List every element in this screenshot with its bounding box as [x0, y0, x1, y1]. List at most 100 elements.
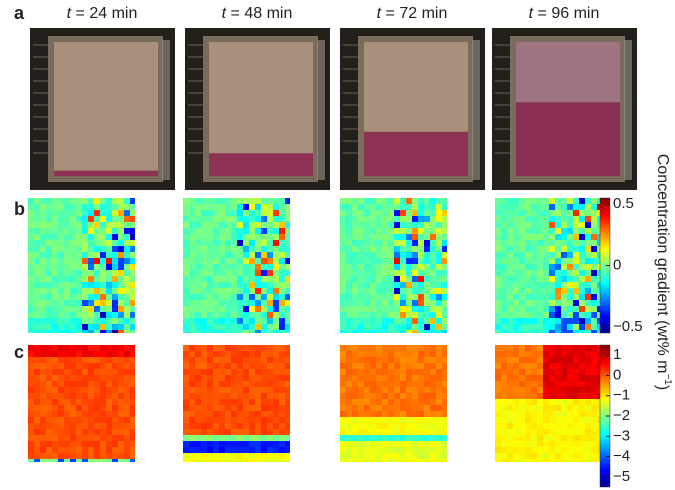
heatmap-cell: [579, 318, 585, 324]
heatmap-cell: [537, 399, 543, 405]
heatmap-cell: [28, 300, 34, 306]
heatmap-cell: [382, 459, 388, 462]
heatmap-cell: [225, 258, 231, 264]
heatmap-cell: [207, 441, 213, 447]
heatmap-cell: [424, 381, 430, 387]
heatmap-cell: [52, 312, 58, 318]
heatmap-cell: [591, 459, 597, 462]
heatmap-cell: [130, 363, 135, 369]
heatmap-cell: [346, 435, 352, 441]
heatmap-cell: [442, 252, 447, 258]
heatmap-cell: [346, 393, 352, 399]
heatmap-cell: [430, 300, 436, 306]
heatmap-cell: [82, 324, 88, 330]
heatmap-cell: [46, 369, 52, 375]
heatmap-cell: [88, 300, 94, 306]
heatmap-cell: [567, 270, 573, 276]
heatmap-cell: [394, 300, 400, 306]
heatmap-cell: [94, 453, 100, 459]
heatmap-cell: [118, 306, 124, 312]
heatmap-cell: [543, 264, 549, 270]
heatmap-cell: [585, 381, 591, 387]
heatmap-cell: [340, 459, 346, 462]
heatmap-cell: [495, 228, 501, 234]
heatmap-cell: [88, 399, 94, 405]
heatmap-cell: [285, 204, 290, 210]
heatmap-cell: [207, 423, 213, 429]
heatmap-cell: [124, 345, 130, 351]
heatmap-cell: [531, 294, 537, 300]
heatmap-cell: [46, 246, 52, 252]
heatmap-cell: [267, 429, 273, 435]
heatmap-cell: [412, 270, 418, 276]
heatmap-cell: [249, 357, 255, 363]
heatmap-cell: [124, 417, 130, 423]
heatmap-cell: [531, 417, 537, 423]
heatmap-cell: [273, 345, 279, 351]
heatmap-cell: [94, 300, 100, 306]
heatmap-cell: [585, 423, 591, 429]
heatmap-cell: [225, 345, 231, 351]
heatmap-cell: [561, 381, 567, 387]
heatmap-cell: [273, 300, 279, 306]
heatmap-cell: [388, 429, 394, 435]
heatmap-cell: [358, 216, 364, 222]
heatmap-cell: [543, 363, 549, 369]
heatmap-cell: [412, 324, 418, 330]
heatmap-cell: [28, 312, 34, 318]
heatmap-cell: [400, 246, 406, 252]
heatmap-cell: [100, 429, 106, 435]
heatmap-cell: [52, 351, 58, 357]
heatmap-cell: [513, 435, 519, 441]
heatmap-cell: [52, 234, 58, 240]
heatmap-cell: [207, 222, 213, 228]
heatmap-cell: [555, 270, 561, 276]
heatmap-cell: [219, 363, 225, 369]
heatmap-cell: [201, 294, 207, 300]
heatmap-cell: [531, 447, 537, 453]
heatmap-cell: [255, 288, 261, 294]
heatmap-cell: [531, 198, 537, 204]
heatmap-cell: [436, 351, 442, 357]
heatmap-cell: [64, 393, 70, 399]
heatmap-cell: [130, 198, 135, 204]
heatmap-cell: [267, 357, 273, 363]
heatmap-cell: [567, 204, 573, 210]
heatmap-cell: [112, 270, 118, 276]
heatmap-cell: [130, 204, 135, 210]
heatmap-cell: [46, 258, 52, 264]
heatmap-cell: [352, 393, 358, 399]
heatmap-cell: [130, 240, 135, 246]
heatmap-cell: [183, 246, 189, 252]
heatmap-cell: [237, 369, 243, 375]
heatmap-cell: [358, 405, 364, 411]
heatmap-cell: [430, 228, 436, 234]
heatmap-cell: [219, 324, 225, 330]
heatmap-cell: [183, 312, 189, 318]
heatmap-cell: [279, 369, 285, 375]
heatmap-cell: [267, 288, 273, 294]
heatmap-cell: [513, 264, 519, 270]
heatmap-cell: [543, 234, 549, 240]
heatmap-cell: [94, 423, 100, 429]
heatmap-cell: [591, 210, 597, 216]
heatmap-cell: [118, 405, 124, 411]
heatmap-cell: [555, 258, 561, 264]
heatmap-cell: [591, 216, 597, 222]
heatmap-cell: [543, 375, 549, 381]
heatmap-cell: [561, 324, 567, 330]
heatmap-cell: [436, 216, 442, 222]
heatmap-cell: [406, 351, 412, 357]
heatmap-cell: [130, 264, 135, 270]
heatmap-cell: [225, 369, 231, 375]
heatmap-cell: [28, 387, 34, 393]
heatmap-cell: [591, 228, 597, 234]
heatmap-cell: [507, 222, 513, 228]
heatmap-cell: [76, 351, 82, 357]
heatmap-cell: [225, 399, 231, 405]
heatmap-cell: [579, 435, 585, 441]
heatmap-cell: [579, 423, 585, 429]
heatmap-cell: [64, 216, 70, 222]
heatmap-cell: [201, 423, 207, 429]
heatmap-cell: [231, 234, 237, 240]
